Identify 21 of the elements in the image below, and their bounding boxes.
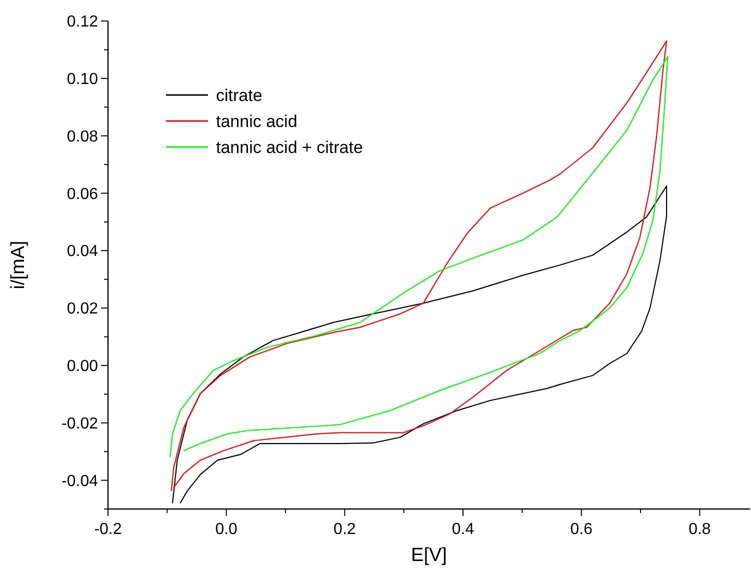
legend-label: tannic acid + citrate	[216, 138, 363, 157]
x-tick-label: 0.4	[452, 521, 474, 538]
legend-label: citrate	[216, 86, 262, 105]
y-tick-label: -0.04	[62, 472, 98, 490]
x-axis-title: E[V]	[411, 545, 447, 566]
line-series	[172, 186, 668, 504]
x-tick-label: -0.2	[94, 521, 122, 538]
x-tick-label: 0.8	[688, 521, 711, 538]
y-tick-label: 0.02	[66, 300, 98, 318]
y-tick-label: 0.00	[66, 358, 98, 376]
y-tick-label: 0.12	[66, 14, 98, 31]
y-axis-title: i/[mA]	[8, 240, 29, 290]
y-tick-label: 0.08	[66, 128, 98, 146]
y-tick-label: 0.04	[66, 243, 98, 260]
text: 0.0	[215, 521, 238, 538]
y-tick-label: 0.10	[66, 71, 98, 88]
y-tick-label: 0.06	[66, 186, 98, 203]
legend-label: tannic acid	[216, 112, 298, 131]
x-tick-label: 0.2	[334, 521, 356, 538]
x-tick-label: 0.6	[570, 521, 593, 538]
y-tick-label: -0.02	[62, 415, 98, 432]
